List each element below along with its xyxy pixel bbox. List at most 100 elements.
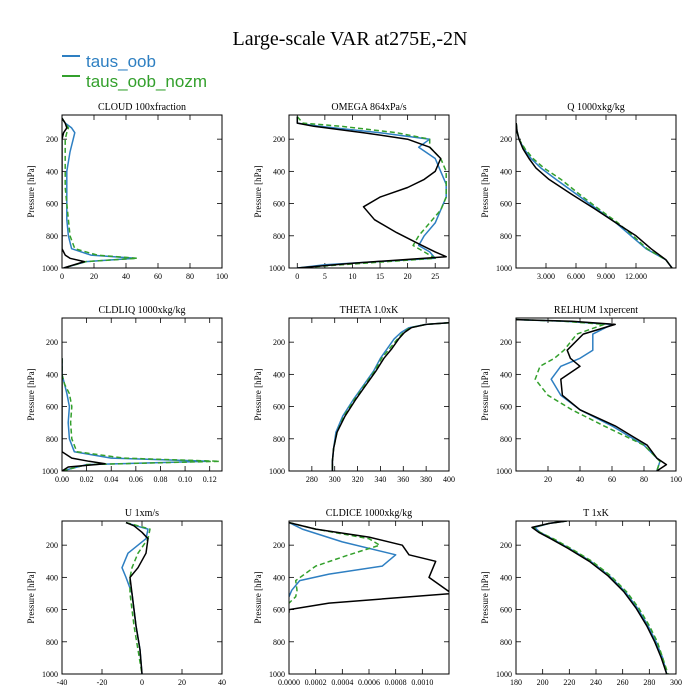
y-axis-label: Pressure [hPa] — [26, 571, 36, 623]
y-tick-label: 200 — [273, 338, 285, 347]
x-tick-label: 0.0006 — [358, 678, 380, 687]
legend-swatch-taus-oob — [62, 55, 80, 57]
y-axis-label: Pressure [hPa] — [480, 368, 490, 420]
x-tick-label: -40 — [57, 678, 68, 687]
panel-title: RELHUM 1xpercent — [554, 305, 638, 316]
x-tick-label: 260 — [617, 678, 629, 687]
y-tick-label: 600 — [273, 403, 285, 412]
figure-title: Large-scale VAR at275E,-2N — [232, 28, 468, 50]
y-tick-label: 200 — [500, 338, 512, 347]
x-tick-label: 0.0002 — [305, 678, 327, 687]
x-tick-label: -20 — [97, 678, 108, 687]
panel-frame — [515, 520, 677, 675]
x-tick-label: 0.04 — [104, 475, 118, 484]
x-tick-label: 40 — [218, 678, 226, 687]
x-tick-label: 0.0008 — [385, 678, 407, 687]
panel-title: U 1xm/s — [125, 508, 159, 519]
y-tick-label: 600 — [273, 606, 285, 615]
series-line-taus-oob — [296, 116, 447, 268]
panel-title: CLDLIQ 1000xkg/kg — [99, 305, 186, 316]
legend-label-taus-oob-nozm: taus_oob_nozm — [86, 72, 207, 91]
x-tick-label: 220 — [563, 678, 575, 687]
y-tick-label: 200 — [46, 135, 58, 144]
panel-title: CLDICE 1000xkg/kg — [326, 508, 412, 519]
y-axis-label: Pressure [hPa] — [253, 368, 263, 420]
panel-title: T 1xK — [583, 508, 609, 519]
x-tick-label: 9.000 — [597, 272, 615, 281]
y-tick-label: 200 — [46, 338, 58, 347]
y-tick-label: 200 — [500, 541, 512, 550]
legend-entry-taus-oob-nozm: taus_oob_nozm — [62, 72, 207, 92]
series-line-taus-oob-nozm — [62, 117, 138, 268]
y-axis-label: Pressure [hPa] — [26, 165, 36, 217]
y-tick-label: 800 — [500, 435, 512, 444]
y-tick-label: 1000 — [269, 264, 285, 273]
x-tick-label: 15 — [376, 272, 384, 281]
series-line-taus-oob — [289, 521, 397, 597]
x-tick-label: 12.000 — [625, 272, 647, 281]
x-tick-label: 360 — [397, 475, 409, 484]
y-tick-label: 1000 — [496, 264, 512, 273]
x-tick-label: 80 — [640, 475, 648, 484]
y-tick-label: 1000 — [496, 467, 512, 476]
y-axis-label: Pressure [hPa] — [480, 165, 490, 217]
panel-frame — [61, 520, 223, 675]
y-axis-label: Pressure [hPa] — [480, 571, 490, 623]
series-line-reference — [516, 123, 673, 268]
x-tick-label: 100 — [216, 272, 228, 281]
x-tick-label: 0.12 — [203, 475, 217, 484]
y-tick-label: 400 — [273, 370, 285, 379]
y-tick-label: 800 — [500, 638, 512, 647]
y-tick-label: 800 — [273, 232, 285, 241]
x-tick-label: 20 — [90, 272, 98, 281]
x-tick-label: 200 — [537, 678, 549, 687]
y-tick-label: 400 — [46, 167, 58, 176]
panel-frame — [61, 317, 223, 472]
x-tick-label: 0.0000 — [278, 678, 300, 687]
series-line-reference — [62, 117, 86, 268]
series-line-reference — [289, 521, 449, 613]
y-tick-label: 600 — [500, 403, 512, 412]
y-tick-label: 400 — [46, 370, 58, 379]
x-tick-label: 0.00 — [55, 475, 69, 484]
x-tick-label: 0 — [295, 272, 299, 281]
x-tick-label: 10 — [348, 272, 356, 281]
y-axis-label: Pressure [hPa] — [26, 368, 36, 420]
panel-2: Q 1000xkg/kg Pressure [hPa] 200 400 600 800 10… — [480, 102, 677, 281]
y-tick-label: 1000 — [269, 467, 285, 476]
x-tick-label: 320 — [352, 475, 364, 484]
x-tick-label: 0 — [140, 678, 144, 687]
series-line-taus-oob-nozm — [62, 358, 221, 471]
panel-title: THETA 1.0xK — [340, 305, 399, 316]
legend: taus_oob taus_oob_nozm — [62, 52, 207, 92]
y-tick-label: 800 — [46, 232, 58, 241]
x-tick-label: 0.0010 — [411, 678, 433, 687]
x-tick-label: 280 — [643, 678, 655, 687]
panel-title: OMEGA 864xPa/s — [331, 102, 406, 113]
y-tick-label: 400 — [500, 573, 512, 582]
series-line-reference — [296, 116, 447, 268]
y-tick-label: 400 — [46, 573, 58, 582]
x-tick-label: 60 — [608, 475, 616, 484]
legend-swatch-taus-oob-nozm — [62, 75, 80, 77]
series-line-taus-oob — [331, 322, 449, 471]
series-line-reference — [516, 318, 668, 471]
y-tick-label: 200 — [46, 541, 58, 550]
y-tick-label: 400 — [273, 167, 285, 176]
y-tick-label: 400 — [500, 167, 512, 176]
x-tick-label: 0.06 — [129, 475, 143, 484]
x-tick-label: 180 — [510, 678, 522, 687]
x-tick-label: 40 — [122, 272, 130, 281]
y-tick-label: 200 — [500, 135, 512, 144]
panel-frame — [288, 520, 450, 675]
series-line-taus-oob-nozm — [516, 318, 661, 471]
y-tick-label: 600 — [500, 606, 512, 615]
series-line-taus-oob — [533, 521, 668, 674]
y-tick-label: 800 — [46, 638, 58, 647]
series-line-reference — [531, 521, 668, 674]
x-tick-label: 0.08 — [153, 475, 167, 484]
x-tick-label: 40 — [576, 475, 584, 484]
